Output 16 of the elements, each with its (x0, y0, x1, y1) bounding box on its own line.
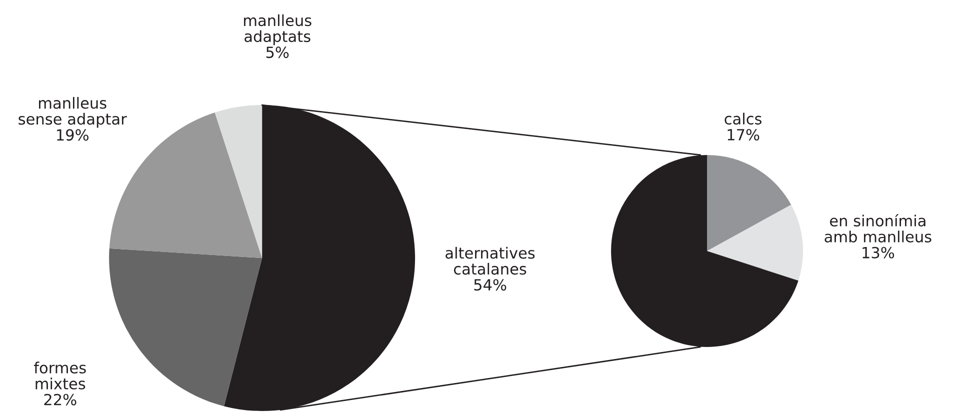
data-label: 17% (728, 128, 760, 141)
pie-slice (109, 248, 262, 406)
data-label: 22% (44, 394, 76, 406)
slice-label: manlleus adaptats (244, 14, 312, 46)
data-label: 13% (862, 246, 894, 258)
pie-slice (214, 105, 262, 258)
slice-label: formes mixtes (34, 362, 86, 390)
slice-label: manlleus sense adaptar (18, 96, 127, 128)
data-label: 5% (266, 46, 289, 58)
slice-label: alternatives catalanes (446, 246, 535, 275)
pie-slice (707, 154, 792, 251)
data-label: 19% (57, 129, 88, 141)
slice-label: en sinonímia amb manlleus (824, 214, 932, 242)
data-label: 54% (474, 279, 506, 291)
pie-slice (707, 204, 804, 281)
slice-label: calcs (724, 112, 762, 125)
